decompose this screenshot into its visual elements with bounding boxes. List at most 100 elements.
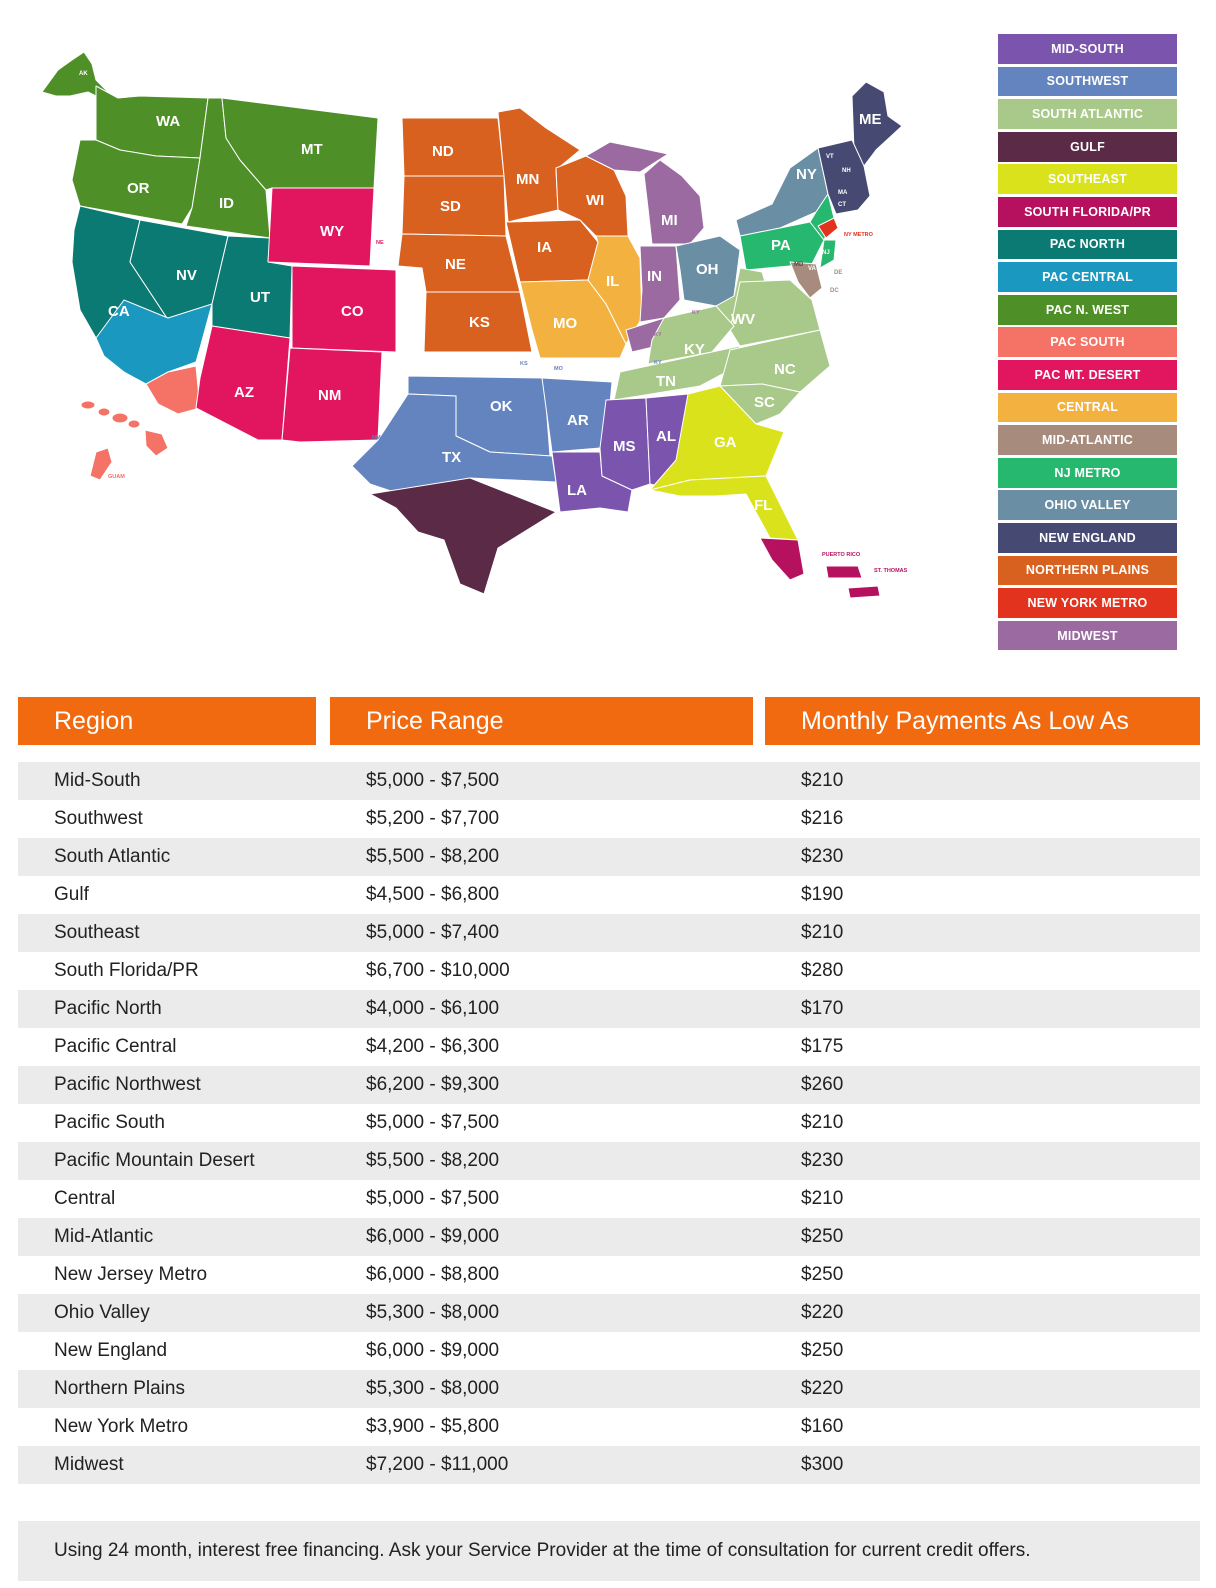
price-range-cell: $3,900 - $5,800 bbox=[366, 1416, 500, 1437]
region-mid-atlantic bbox=[789, 261, 823, 299]
region-ny-metro bbox=[817, 217, 839, 239]
table-row: Pacific Northwest $6,200 - $9,300 $260 bbox=[18, 1066, 1200, 1104]
price-range-cell: $5,500 - $8,200 bbox=[366, 846, 500, 867]
price-range-cell: $6,000 - $9,000 bbox=[366, 1226, 500, 1247]
us-region-map: WA OR ID MT CA NV UT WY CO AZ NM ND SD N… bbox=[0, 0, 980, 650]
region-cell: New England bbox=[54, 1340, 168, 1361]
monthly-payment-cell: $250 bbox=[801, 1264, 844, 1285]
price-range-cell: $6,000 - $9,000 bbox=[366, 1340, 500, 1361]
region-cell: Pacific South bbox=[54, 1112, 165, 1133]
tag-guam: GUAM bbox=[108, 474, 125, 480]
table-row: Pacific North $4,000 - $6,100 $170 bbox=[18, 990, 1200, 1028]
legend-item: CENTRAL bbox=[998, 392, 1177, 423]
table-row: Pacific Mountain Desert $5,500 - $8,200 $2… bbox=[18, 1142, 1200, 1180]
legend-item: PAC N. WEST bbox=[998, 294, 1177, 325]
region-cell: Southeast bbox=[54, 922, 140, 943]
label-il: IL bbox=[606, 273, 619, 290]
state-wy bbox=[267, 187, 375, 267]
price-range-cell: $6,200 - $9,300 bbox=[366, 1074, 500, 1095]
state-co bbox=[291, 265, 397, 353]
legend-item: NEW ENGLAND bbox=[998, 522, 1177, 553]
table-row: New England $6,000 - $9,000 $250 bbox=[18, 1332, 1200, 1370]
state-mt bbox=[221, 97, 379, 191]
region-cell: New York Metro bbox=[54, 1416, 189, 1437]
price-range-cell: $7,200 - $11,000 bbox=[366, 1454, 509, 1475]
tag-mo: MO bbox=[554, 366, 564, 372]
region-puerto-rico bbox=[825, 565, 863, 579]
label-tn: TN bbox=[656, 373, 676, 390]
label-ri: RI bbox=[862, 210, 868, 216]
legend-item: PAC SOUTH bbox=[998, 327, 1177, 358]
label-in: IN bbox=[647, 268, 662, 285]
price-range-cell: $5,000 - $7,400 bbox=[366, 922, 500, 943]
label-fl: FL bbox=[754, 497, 772, 514]
tag-ky-3: KY bbox=[654, 360, 662, 366]
region-cell: South Atlantic bbox=[54, 846, 171, 867]
legend-item: NEW YORK METRO bbox=[998, 588, 1177, 618]
label-ne: NE bbox=[445, 256, 466, 273]
label-de: DE bbox=[834, 270, 842, 276]
legend-item: SOUTH FLORIDA/PR bbox=[998, 196, 1177, 227]
label-la: LA bbox=[567, 482, 587, 499]
state-ks bbox=[423, 291, 533, 353]
price-range-cell: $5,000 - $7,500 bbox=[366, 1112, 500, 1133]
legend-item: MID-ATLANTIC bbox=[998, 425, 1177, 455]
state-az bbox=[195, 325, 291, 441]
table-row: South Atlantic $5,500 - $8,200 $230 bbox=[18, 838, 1200, 876]
column-header-monthly-payment: Monthly Payments As Low As bbox=[765, 697, 1200, 745]
label-ia: IA bbox=[537, 239, 552, 256]
legend-item: MIDWEST bbox=[998, 620, 1177, 651]
label-ct: CT bbox=[838, 202, 846, 208]
label-ma: MA bbox=[838, 190, 848, 196]
tag-ky-1: KY bbox=[692, 310, 700, 316]
region-cell: Pacific Northwest bbox=[54, 1074, 201, 1095]
label-dc: DC bbox=[830, 288, 839, 294]
table-row: New Jersey Metro $6,000 - $8,800 $250 bbox=[18, 1256, 1200, 1294]
region-cell: Pacific Central bbox=[54, 1036, 177, 1057]
label-ky: KY bbox=[684, 341, 705, 358]
monthly-payment-cell: $230 bbox=[801, 1150, 844, 1171]
legend-item: SOUTHEAST bbox=[998, 164, 1177, 195]
label-ut: UT bbox=[250, 289, 270, 306]
label-tx: TX bbox=[442, 449, 461, 466]
monthly-payment-cell: $210 bbox=[801, 1112, 844, 1133]
region-pac-central bbox=[95, 299, 213, 385]
table-row: Ohio Valley $5,300 - $8,000 $220 bbox=[18, 1294, 1200, 1332]
region-cell: Southwest bbox=[54, 808, 143, 829]
state-fl bbox=[649, 475, 799, 541]
monthly-payment-cell: $250 bbox=[801, 1340, 844, 1361]
monthly-payment-cell: $220 bbox=[801, 1378, 844, 1399]
legend-item: PAC CENTRAL bbox=[998, 262, 1177, 292]
tag-puerto-rico: PUERTO RICO bbox=[822, 552, 861, 558]
region-cell: South Florida/PR bbox=[54, 960, 199, 981]
monthly-payment-cell: $175 bbox=[801, 1036, 844, 1057]
tag-nm: NM bbox=[372, 435, 381, 441]
monthly-payment-cell: $160 bbox=[801, 1416, 844, 1437]
label-mt: MT bbox=[301, 141, 323, 158]
table-row: Northern Plains $5,300 - $8,000 $220 bbox=[18, 1370, 1200, 1408]
legend-item: SOUTH ATLANTIC bbox=[998, 99, 1177, 129]
label-ks: KS bbox=[469, 314, 490, 331]
state-ia bbox=[505, 219, 599, 283]
label-mo: MO bbox=[553, 315, 577, 332]
column-header-price-range: Price Range bbox=[330, 697, 753, 745]
table-row: Midwest $7,200 - $11,000 $300 bbox=[18, 1446, 1200, 1484]
state-mi bbox=[643, 159, 705, 245]
region-cell: Ohio Valley bbox=[54, 1302, 150, 1323]
label-nj: NJ bbox=[822, 250, 830, 256]
hawaii-islands bbox=[80, 400, 169, 457]
price-range-cell: $5,300 - $8,000 bbox=[366, 1378, 500, 1399]
legend-item: PAC NORTH bbox=[998, 229, 1177, 260]
label-ny: NY bbox=[796, 166, 817, 183]
label-nc: NC bbox=[774, 361, 796, 378]
label-wa: WA bbox=[156, 113, 180, 130]
price-range-cell: $5,000 - $7,500 bbox=[366, 770, 500, 791]
price-range-cell: $4,000 - $6,100 bbox=[366, 998, 500, 1019]
label-sd: SD bbox=[440, 198, 461, 215]
financing-footnote: Using 24 month, interest free financing.… bbox=[18, 1521, 1200, 1581]
region-cell: New Jersey Metro bbox=[54, 1264, 208, 1285]
monthly-payment-cell: $210 bbox=[801, 1188, 844, 1209]
label-mi: MI bbox=[661, 212, 678, 229]
pricing-table-body: Mid-South $5,000 - $7,500 $210 Southwest $5,… bbox=[18, 762, 1200, 1484]
label-nm: NM bbox=[318, 387, 341, 404]
